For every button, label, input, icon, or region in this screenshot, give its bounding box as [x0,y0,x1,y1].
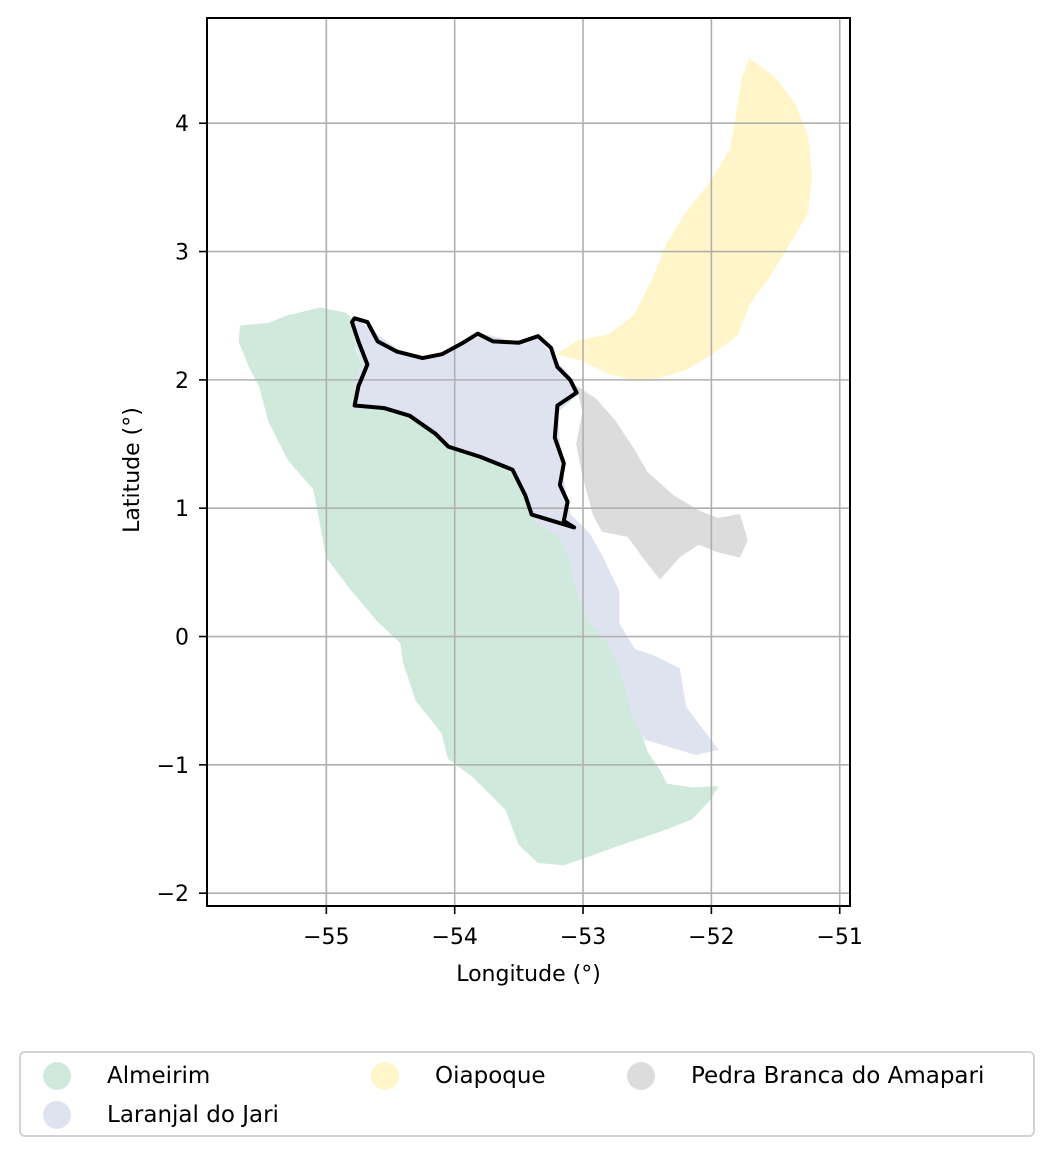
y-tick-label: 1 [175,497,189,522]
legend-label: Pedra Branca do Amapari [691,1063,985,1089]
x-tick-label: −53 [560,925,606,950]
legend-item-almeirim: Almeirim [43,1056,210,1096]
highlighted-outline-layer [350,316,579,530]
x-tick-label: −51 [817,925,863,950]
y-tick-label: 0 [175,626,189,651]
y-axis-title: Latitude (°) [120,407,145,533]
legend-item-pedra-branca-do-amapari: Pedra Branca do Amapari [627,1056,984,1096]
x-tick-label: −52 [688,925,734,950]
y-ticks: −2 −1 0 1 2 3 4 [157,112,207,907]
legend-marker-almeirim [43,1062,71,1090]
plot-frame [206,17,851,907]
legend-label: Oiapoque [435,1063,546,1089]
grid-layer [207,18,850,906]
legend-item-oiapoque: Oiapoque [371,1056,546,1096]
legend: Almeirim Oiapoque Pedra Branca do Amapar… [19,1051,1035,1137]
legend-label: Laranjal do Jari [107,1102,279,1128]
legend-marker-laranjal-do-jari [43,1101,71,1129]
region-oiapoque [556,58,813,381]
region-pedra-branca-do-amapari [575,385,748,580]
y-tick-label: 2 [175,369,189,394]
regions-layer [238,58,813,866]
x-axis-title: Longitude (°) [456,962,601,987]
x-tick-label: −55 [303,925,349,950]
x-tick-label: −54 [431,925,477,950]
y-tick-label: 3 [175,241,189,266]
legend-item-laranjal-do-jari: Laranjal do Jari [43,1095,279,1135]
highlighted-region-outline [350,316,579,530]
y-tick-label: 4 [175,112,189,137]
y-tick-label: −1 [157,754,189,779]
legend-marker-pedra-branca-do-amapari [627,1062,655,1090]
y-tick-label: −2 [157,882,189,907]
legend-marker-oiapoque [371,1062,399,1090]
legend-label: Almeirim [107,1063,211,1089]
x-ticks: −55 −54 −53 −52 −51 [303,906,863,950]
